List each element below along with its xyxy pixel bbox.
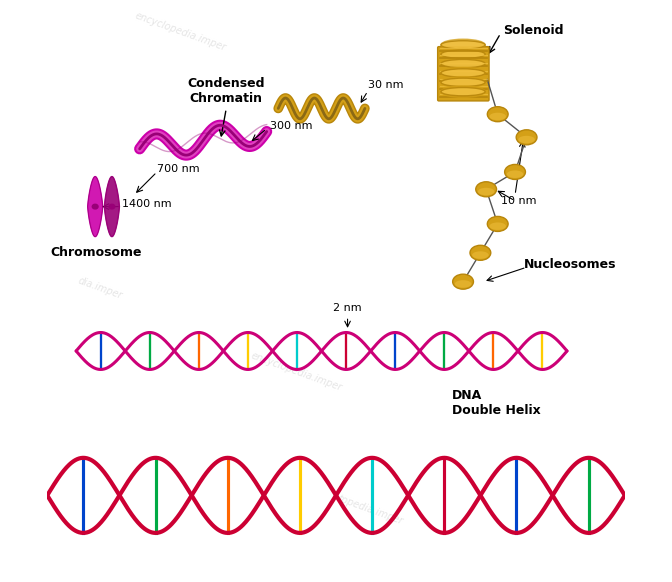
Ellipse shape	[478, 188, 495, 196]
Text: encyclopedia.imper: encyclopedia.imper	[134, 10, 228, 52]
Text: Nucleosomes: Nucleosomes	[523, 258, 616, 271]
Ellipse shape	[507, 171, 523, 178]
Ellipse shape	[518, 136, 535, 143]
Text: Condensed
Chromatin: Condensed Chromatin	[187, 77, 265, 105]
Text: Solenoid: Solenoid	[503, 24, 564, 37]
Ellipse shape	[476, 182, 497, 197]
Ellipse shape	[441, 68, 485, 79]
Ellipse shape	[441, 86, 485, 97]
Ellipse shape	[489, 113, 506, 120]
Ellipse shape	[441, 39, 485, 51]
Text: 2 nm: 2 nm	[333, 303, 362, 313]
Text: DNA
Double Helix: DNA Double Helix	[452, 389, 540, 417]
Text: Chromosome: Chromosome	[50, 246, 142, 260]
Text: 700 nm: 700 nm	[157, 164, 200, 174]
Ellipse shape	[441, 77, 485, 88]
Polygon shape	[104, 176, 120, 237]
Ellipse shape	[92, 204, 98, 209]
Ellipse shape	[472, 251, 489, 259]
Ellipse shape	[505, 165, 526, 179]
FancyBboxPatch shape	[437, 47, 489, 101]
Ellipse shape	[516, 130, 537, 145]
Text: encyclopedia.imper: encyclopedia.imper	[249, 351, 343, 393]
Ellipse shape	[470, 245, 491, 260]
Ellipse shape	[441, 78, 485, 87]
Ellipse shape	[441, 41, 485, 49]
Ellipse shape	[441, 59, 485, 68]
Ellipse shape	[441, 87, 485, 96]
Text: 1400 nm: 1400 nm	[122, 198, 172, 208]
Text: 300 nm: 300 nm	[269, 120, 312, 130]
Text: topedia.imper: topedia.imper	[336, 494, 404, 526]
Ellipse shape	[441, 48, 485, 60]
Ellipse shape	[109, 204, 115, 209]
Ellipse shape	[453, 274, 474, 289]
Ellipse shape	[441, 58, 485, 69]
Ellipse shape	[455, 280, 471, 288]
Ellipse shape	[441, 69, 485, 77]
Polygon shape	[88, 176, 103, 237]
Ellipse shape	[487, 107, 508, 122]
Ellipse shape	[487, 217, 508, 232]
Text: 10 nm: 10 nm	[501, 196, 536, 205]
Ellipse shape	[489, 222, 506, 230]
Text: 30 nm: 30 nm	[368, 80, 403, 90]
Text: dia.imper: dia.imper	[76, 276, 124, 301]
Ellipse shape	[441, 50, 485, 58]
